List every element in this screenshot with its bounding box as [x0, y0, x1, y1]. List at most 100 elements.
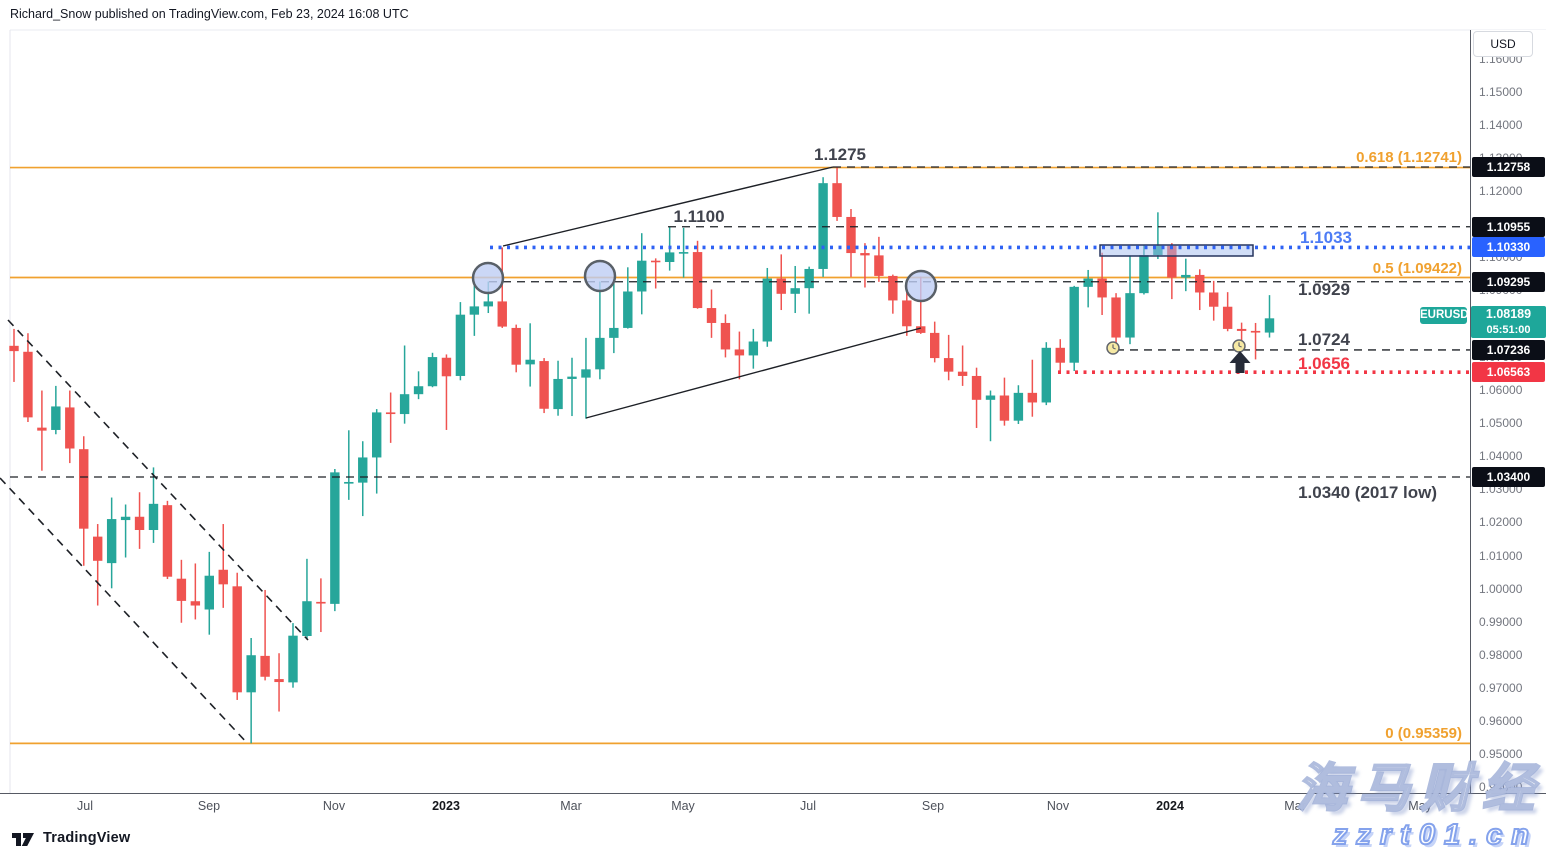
- candle: [65, 390, 75, 464]
- candle-body: [79, 449, 89, 529]
- candle-body: [469, 306, 480, 315]
- wedge-upper[interactable]: [502, 166, 834, 247]
- price-tick: 1.02000: [1479, 515, 1523, 530]
- candle-body: [1055, 347, 1065, 363]
- candle-body: [218, 569, 228, 585]
- candle-body: [260, 655, 270, 677]
- wedge-lower[interactable]: [585, 327, 922, 419]
- candle-body: [1041, 347, 1051, 403]
- tradingview-brand[interactable]: TradingView: [43, 829, 131, 846]
- time-axis[interactable]: Jul Sep Nov 2023 Mar May Jul Sep Nov 2024 Mar May: [0, 793, 1546, 820]
- candle-body: [790, 288, 800, 294]
- price-axis[interactable]: 1.160001.150001.140001.130001.120001.110…: [1470, 30, 1546, 818]
- clock-icon[interactable]: [1106, 341, 1120, 355]
- candle: [734, 331, 745, 380]
- candle-body: [9, 345, 19, 352]
- candle-body: [720, 322, 731, 350]
- candle-body: [1181, 274, 1191, 278]
- tradingview-logo-icon[interactable]: [12, 830, 36, 846]
- chart-annotation[interactable]: 0 (0.95359): [1385, 725, 1462, 742]
- candle-body: [1027, 392, 1038, 403]
- highlight-circle[interactable]: [471, 261, 505, 295]
- candle: [218, 524, 228, 608]
- candle-body: [23, 351, 33, 418]
- candle: [232, 572, 242, 700]
- candle: [106, 497, 117, 589]
- chart-annotation[interactable]: 1.0656: [1298, 354, 1350, 373]
- candle: [176, 559, 187, 623]
- candle: [330, 469, 340, 612]
- candle-body: [748, 341, 759, 356]
- price-tag: 1.09295: [1472, 271, 1545, 292]
- price-tick: 0.94000: [1479, 780, 1523, 795]
- candle-body: [51, 406, 61, 430]
- currency-button[interactable]: USD: [1473, 31, 1533, 57]
- candle: [372, 409, 382, 494]
- candle: [567, 357, 577, 417]
- bar-countdown: 05:51:00: [1471, 323, 1546, 338]
- candle-body: [190, 601, 201, 606]
- chart-annotation[interactable]: 1.0929: [1298, 280, 1350, 299]
- attribution-text: Richard_Snow published on TradingView.co…: [0, 0, 1546, 29]
- highlight-circle[interactable]: [904, 269, 938, 303]
- price-tick: 1.00000: [1479, 581, 1523, 596]
- live-price-tag: 1.08189 05:51:00: [1471, 306, 1546, 338]
- chart-annotation[interactable]: 1.1100: [673, 207, 724, 226]
- candle: [1222, 292, 1233, 332]
- resistance-zone-box[interactable]: [1099, 244, 1254, 257]
- chart-annotation[interactable]: 1.0340 (2017 low): [1298, 483, 1437, 502]
- candle: [1264, 295, 1275, 338]
- candle: [623, 267, 633, 329]
- chart-annotation[interactable]: 1.1033: [1300, 228, 1352, 247]
- candle: [302, 558, 312, 639]
- candle-body: [93, 536, 103, 561]
- candle: [539, 358, 549, 414]
- candle-body: [316, 601, 326, 604]
- candle: [316, 578, 326, 633]
- chart-annotation[interactable]: 0.618 (1.12741): [1356, 149, 1462, 166]
- candle: [804, 266, 814, 314]
- price-tag: 1.10955: [1472, 216, 1545, 237]
- up-arrow-icon[interactable]: [1229, 351, 1251, 373]
- candle-body: [846, 216, 856, 254]
- candle-body: [609, 327, 619, 338]
- candlestick-series: [9, 167, 1275, 744]
- price-tick: 1.04000: [1479, 449, 1523, 464]
- candle: [469, 282, 480, 336]
- chart-annotation[interactable]: 1.0724: [1298, 330, 1351, 349]
- candle-body: [943, 358, 954, 372]
- time-label-month: May: [671, 799, 695, 813]
- candle-body: [106, 519, 117, 564]
- candle: [1181, 258, 1191, 292]
- time-label-month: Mar: [560, 799, 582, 813]
- chart-annotation[interactable]: 0.5 (1.09422): [1373, 260, 1462, 277]
- candle-body: [1264, 318, 1275, 333]
- candle: [720, 314, 731, 358]
- price-tick: 0.99000: [1479, 614, 1523, 629]
- candle: [1097, 252, 1107, 316]
- bear-channel-upper[interactable]: [7, 319, 309, 641]
- candle-body: [525, 359, 535, 365]
- candle-body: [1139, 255, 1149, 294]
- price-tag: 1.12758: [1472, 156, 1545, 177]
- price-tick: 1.06000: [1479, 382, 1523, 397]
- bear-channel-lower[interactable]: [0, 477, 249, 745]
- candle: [162, 500, 173, 580]
- candle: [553, 360, 563, 416]
- candle-body: [176, 578, 187, 601]
- candle-body: [511, 327, 521, 365]
- candle: [888, 274, 898, 314]
- clock-icon[interactable]: [1232, 339, 1246, 353]
- candle: [246, 637, 256, 744]
- candle: [274, 653, 284, 712]
- candle: [1125, 255, 1135, 345]
- candle-body: [651, 260, 661, 263]
- highlight-circle[interactable]: [583, 259, 617, 293]
- chart-annotation[interactable]: 1.1275: [814, 145, 866, 164]
- candle: [1013, 385, 1024, 424]
- price-tick: 0.96000: [1479, 714, 1523, 729]
- candle: [9, 328, 19, 382]
- candle: [957, 345, 968, 386]
